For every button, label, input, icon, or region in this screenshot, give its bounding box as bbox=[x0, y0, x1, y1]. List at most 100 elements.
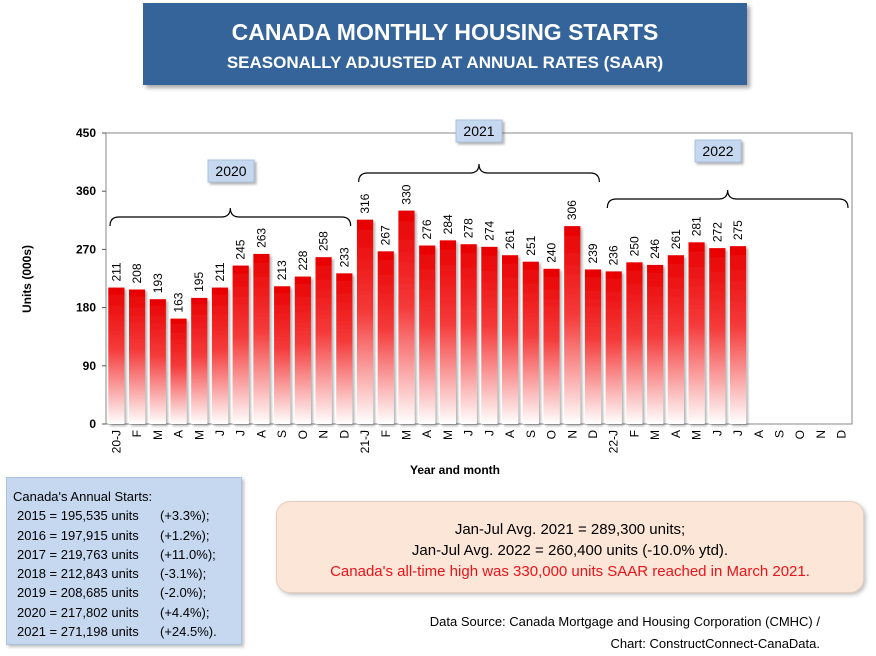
bar-value-label: 272 bbox=[710, 222, 724, 242]
bar bbox=[356, 219, 374, 424]
chart-credit: Chart: ConstructConnect-CanaData. bbox=[610, 636, 820, 651]
x-tick-label: D bbox=[835, 430, 849, 439]
x-tick-label: D bbox=[337, 430, 351, 439]
year-groups: 2020 2021 2022 bbox=[109, 119, 849, 227]
annual-starts-box: Canada's Annual Starts: 2015 = 195,535 u… bbox=[6, 477, 242, 645]
year-label-box bbox=[207, 159, 255, 183]
bar-value-label: 236 bbox=[607, 245, 621, 265]
y-tick-label: 90 bbox=[83, 359, 97, 373]
annual-row-units: 2019 = 208,685 units bbox=[17, 585, 139, 601]
annual-row-change: (+3.3%); bbox=[160, 508, 210, 524]
y-tick-label: 0 bbox=[89, 417, 96, 431]
bar-value-label: 211 bbox=[109, 262, 123, 281]
bar-value-label: 245 bbox=[234, 239, 248, 259]
annual-row-change: (+11.0%); bbox=[160, 546, 216, 562]
x-tick-label: J bbox=[462, 430, 476, 436]
x-tick-label: O bbox=[793, 430, 807, 439]
bar-value-label: 261 bbox=[669, 229, 683, 249]
x-tick-label: A bbox=[503, 430, 517, 438]
bar bbox=[129, 289, 146, 424]
annual-row: 2019 = 208,685 units (-2.0%); bbox=[13, 583, 241, 602]
chart-subtitle: SEASONALLY ADJUSTED AT ANNUAL RATES (SAA… bbox=[226, 53, 664, 72]
x-tick-label: D bbox=[586, 430, 600, 439]
bar-value-label: 211 bbox=[213, 262, 227, 281]
x-tick-label: S bbox=[524, 430, 538, 438]
bar-value-label: 233 bbox=[337, 247, 351, 267]
bar-value-label: 228 bbox=[296, 250, 310, 270]
annual-row-change: (-2.0%); bbox=[160, 585, 207, 601]
x-tick-label: J bbox=[710, 430, 724, 436]
bar bbox=[315, 257, 332, 424]
summary-line-2022: Jan-Jul Avg. 2022 = 260,400 units (-10.0… bbox=[411, 542, 729, 559]
bar-value-label: 208 bbox=[130, 263, 144, 283]
year-label: 2022 bbox=[702, 143, 733, 159]
bar-value-label: 316 bbox=[358, 193, 372, 213]
year-label: 2021 bbox=[463, 123, 494, 139]
x-tick-label: M bbox=[192, 430, 206, 440]
annual-row-change: (+1.2%); bbox=[160, 527, 210, 543]
x-tick-label: O bbox=[296, 430, 310, 439]
annual-row-units: 2017 = 219,763 units bbox=[17, 546, 139, 562]
year-label-box bbox=[455, 119, 503, 143]
bar bbox=[419, 245, 436, 424]
bar bbox=[502, 255, 519, 424]
y-tick-label: 450 bbox=[76, 126, 96, 140]
bar-value-label: 281 bbox=[690, 216, 704, 236]
bar-value-label: 195 bbox=[192, 272, 206, 292]
x-tick-label: O bbox=[545, 430, 559, 439]
bar-value-label: 213 bbox=[275, 260, 289, 280]
bar bbox=[543, 268, 560, 424]
x-tick-label: M bbox=[399, 430, 413, 440]
bar bbox=[584, 269, 602, 424]
y-axis: 0 90 180 270 360 450 bbox=[76, 126, 106, 431]
bar bbox=[647, 264, 664, 424]
y-tick-label: 270 bbox=[76, 242, 96, 256]
x-tick-label: M bbox=[151, 430, 165, 440]
summary-line-2021: Jan-Jul Avg. 2021 = 289,300 units; bbox=[454, 521, 686, 538]
bar bbox=[667, 255, 684, 424]
annual-row-change: (-3.1%); bbox=[160, 566, 207, 582]
bar-chart: 0 90 180 270 360 450 211 208 193 163 195 211 245 263… bbox=[20, 119, 853, 477]
x-axis: 20-J F M A M J J A S O N D 21-J F M A M J J A S O N D 22-J F M A M J J… bbox=[109, 430, 848, 454]
x-tick-label: S bbox=[772, 430, 786, 438]
annual-row: 2020 = 217,802 units (+4.4%); bbox=[13, 603, 241, 622]
bars: 211 208 193 163 195 211 245 263 213 228 258 233 316 2… bbox=[108, 184, 747, 424]
bar-value-label: 246 bbox=[648, 239, 662, 259]
bar-value-label: 163 bbox=[172, 292, 186, 312]
annual-row: 2018 = 212,843 units (-3.1%); bbox=[13, 564, 241, 583]
bar bbox=[191, 297, 208, 424]
annual-row-units: 2020 = 217,802 units bbox=[17, 604, 139, 620]
x-axis-label: Year and month bbox=[410, 463, 500, 477]
bar bbox=[336, 273, 353, 424]
bar-value-label: 251 bbox=[524, 235, 538, 255]
x-tick-label: 21-J bbox=[358, 430, 372, 453]
x-tick-label: N bbox=[565, 430, 579, 439]
bar-value-label: 258 bbox=[317, 231, 331, 251]
annual-row: 2016 = 197,915 units (+1.2%); bbox=[13, 526, 241, 545]
annual-row-change: (+24.5%). bbox=[160, 624, 217, 640]
bar bbox=[211, 287, 229, 424]
bar-value-label: 267 bbox=[379, 225, 393, 245]
bar bbox=[709, 248, 726, 424]
title-banner: CANADA MONTHLY HOUSING STARTS SEASONALLY… bbox=[143, 3, 747, 85]
year-brace bbox=[358, 163, 600, 183]
bar bbox=[274, 286, 291, 424]
x-tick-label: 20-J bbox=[109, 430, 123, 453]
bar bbox=[605, 271, 622, 424]
annual-rows: 2015 = 195,535 units (+3.3%); 2016 = 197,9… bbox=[13, 506, 241, 641]
annual-row-units: 2018 = 212,843 units bbox=[17, 566, 139, 582]
x-tick-label: J bbox=[482, 430, 496, 436]
bar-value-label: 276 bbox=[420, 219, 434, 239]
bar-value-label: 274 bbox=[482, 220, 496, 240]
bar bbox=[522, 261, 539, 424]
x-tick-label: A bbox=[752, 430, 766, 438]
x-tick-label: N bbox=[317, 430, 331, 439]
x-tick-label: J bbox=[731, 430, 745, 436]
bar bbox=[170, 318, 187, 424]
year-brace bbox=[606, 189, 849, 209]
annual-row: 2017 = 219,763 units (+11.0%); bbox=[13, 545, 241, 564]
bar-value-label: 193 bbox=[151, 273, 165, 293]
x-tick-label: N bbox=[814, 430, 828, 439]
annual-row-change: (+4.4%); bbox=[160, 604, 210, 620]
x-tick-label: S bbox=[275, 430, 289, 438]
